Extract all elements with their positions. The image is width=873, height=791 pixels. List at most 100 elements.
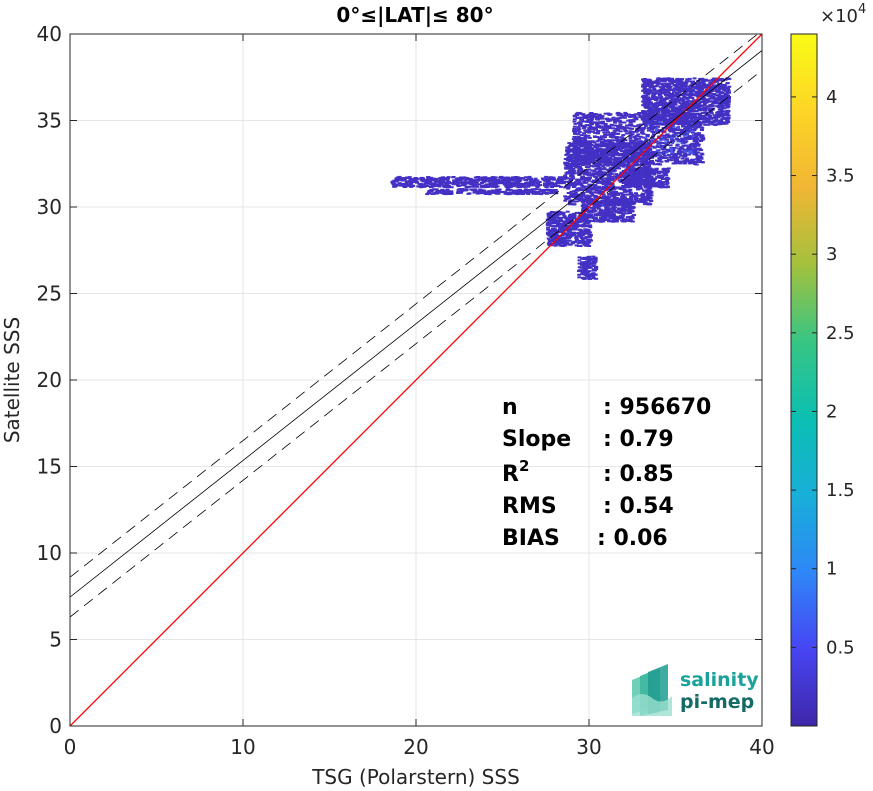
density-point [681, 132, 686, 135]
density-point [666, 91, 671, 94]
density-point [615, 128, 620, 131]
density-point [602, 171, 607, 174]
density-point [607, 208, 612, 211]
density-point [652, 93, 657, 96]
density-point [622, 210, 627, 213]
density-point [582, 116, 587, 119]
density-point [590, 159, 595, 162]
density-point [468, 178, 472, 181]
density-point [423, 184, 428, 187]
density-point [631, 153, 636, 156]
density-point [645, 115, 650, 118]
density-point [702, 97, 707, 100]
density-point [444, 183, 449, 186]
density-point [673, 156, 678, 159]
density-point [597, 180, 602, 183]
density-point [609, 123, 614, 126]
density-point [432, 188, 437, 191]
density-point [682, 162, 687, 165]
density-point [552, 183, 557, 186]
density-point [525, 191, 530, 194]
density-point [466, 185, 471, 188]
density-point [633, 151, 638, 154]
density-point [698, 155, 703, 158]
density-point [692, 104, 697, 107]
density-point [651, 152, 656, 155]
density-point [696, 148, 701, 151]
density-point [607, 193, 612, 196]
density-point [595, 171, 600, 174]
density-point [593, 173, 598, 176]
density-point [681, 104, 686, 106]
density-point [713, 98, 718, 100]
density-point [687, 90, 691, 93]
density-point [656, 129, 661, 132]
density-point [719, 78, 724, 81]
density-point [556, 224, 561, 227]
density-point [577, 169, 582, 172]
density-point [601, 122, 606, 125]
density-point [571, 203, 576, 206]
density-point [514, 177, 519, 180]
density-point [614, 127, 619, 130]
density-point [455, 179, 460, 182]
density-point [597, 169, 602, 172]
density-point [584, 225, 589, 228]
density-point [645, 104, 650, 107]
density-point [669, 126, 673, 129]
density-point [587, 131, 592, 134]
density-point [629, 198, 634, 201]
density-point [587, 146, 592, 149]
density-point [589, 122, 594, 125]
density-point [657, 108, 662, 111]
density-point [551, 176, 556, 179]
density-point [636, 113, 641, 116]
density-point [538, 184, 543, 187]
density-point [691, 99, 696, 102]
density-point [606, 176, 611, 179]
density-point [684, 112, 689, 114]
density-point [682, 95, 687, 98]
density-point [725, 106, 730, 109]
density-point [649, 191, 654, 194]
density-point [586, 119, 591, 122]
density-point [644, 154, 648, 157]
density-point [612, 129, 617, 132]
density-point [662, 154, 667, 157]
density-point [395, 176, 400, 179]
density-point [607, 148, 612, 151]
density-point [522, 183, 527, 186]
density-point [606, 147, 611, 150]
density-point [596, 173, 601, 176]
density-point [670, 108, 675, 111]
density-point [574, 220, 579, 223]
density-point [653, 108, 658, 111]
density-point [634, 194, 639, 197]
density-point [706, 113, 711, 116]
density-point [596, 126, 601, 129]
density-point [580, 175, 585, 178]
density-point [551, 178, 556, 180]
density-point [622, 189, 627, 192]
density-point [636, 188, 640, 191]
density-point [710, 89, 715, 92]
density-point [589, 186, 593, 189]
density-point [641, 118, 645, 121]
density-point [591, 198, 596, 201]
density-point [581, 132, 586, 135]
density-point [476, 176, 481, 178]
density-point [426, 191, 431, 194]
density-point [597, 214, 602, 216]
density-point [410, 180, 414, 183]
density-point [611, 206, 616, 209]
density-point [679, 85, 684, 88]
density-point [586, 134, 591, 137]
density-point [398, 184, 403, 187]
density-point [610, 139, 615, 142]
density-point [615, 211, 620, 214]
density-point [592, 115, 597, 118]
density-point [592, 126, 597, 129]
density-point [571, 240, 576, 243]
density-point [459, 191, 463, 194]
density-point [661, 86, 666, 88]
